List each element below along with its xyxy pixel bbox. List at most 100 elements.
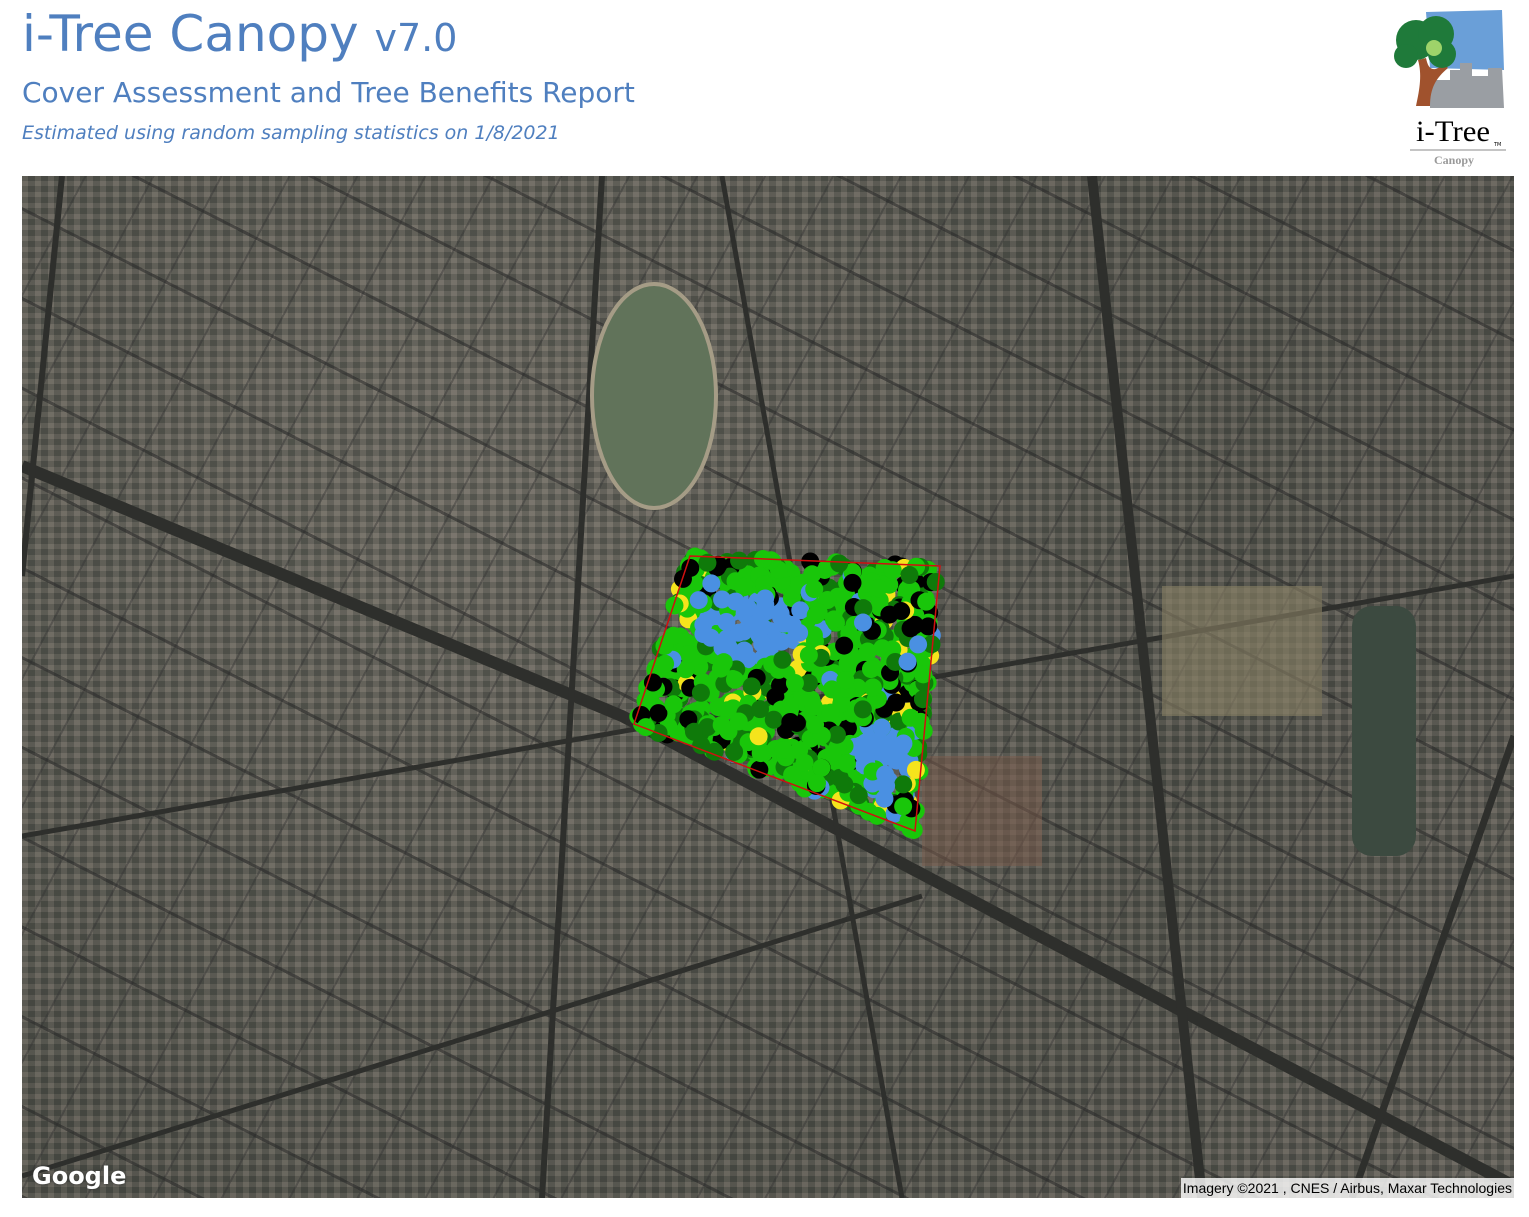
sample-point xyxy=(919,617,938,636)
sample-point xyxy=(898,652,917,671)
sample-point xyxy=(684,722,703,741)
sample-point xyxy=(849,786,868,805)
sample-point xyxy=(655,636,674,655)
sample-point xyxy=(694,625,713,644)
sample-point xyxy=(870,732,889,751)
sample-point xyxy=(913,690,932,709)
sample-point xyxy=(713,590,732,609)
sample-point xyxy=(892,602,911,621)
estimate-note: Estimated using random sampling statisti… xyxy=(22,122,560,144)
app-title: i-Tree Canopy v7.0 xyxy=(22,4,457,68)
map-overlay xyxy=(22,176,1514,1198)
sample-point xyxy=(914,665,933,684)
sample-point xyxy=(894,734,913,753)
sample-point xyxy=(718,701,737,720)
study-area-boundary[interactable] xyxy=(633,555,941,833)
sample-point xyxy=(894,775,913,794)
sample-point xyxy=(799,674,818,693)
sample-point xyxy=(726,592,745,611)
sample-point xyxy=(824,744,843,763)
sample-point xyxy=(714,653,733,672)
sample-point xyxy=(926,572,945,591)
sample-point xyxy=(781,712,800,731)
sample-point xyxy=(856,739,875,758)
sample-point xyxy=(717,612,736,631)
sample-point xyxy=(742,677,761,696)
sample-point xyxy=(821,703,840,722)
sample-point xyxy=(858,642,877,661)
sample-point xyxy=(748,613,767,632)
sample-point xyxy=(756,589,775,608)
sample-point xyxy=(735,641,754,660)
pond xyxy=(1352,606,1416,856)
sample-point xyxy=(827,725,846,744)
racecourse xyxy=(590,282,718,510)
sample-point xyxy=(636,718,655,737)
sample-point xyxy=(795,753,814,772)
sample-point xyxy=(689,591,708,610)
sample-point xyxy=(887,693,906,712)
sample-point xyxy=(698,718,717,737)
app-version: v7.0 xyxy=(374,16,458,60)
sample-point xyxy=(725,742,744,761)
map-attribution: Imagery ©2021 , CNES / Airbus, Maxar Tec… xyxy=(1180,1178,1514,1198)
sample-point xyxy=(909,635,928,654)
sample-point xyxy=(824,610,843,629)
sample-point xyxy=(854,599,873,618)
sample-point xyxy=(922,635,941,654)
sample-point xyxy=(643,673,662,692)
sample-point xyxy=(730,551,749,570)
sample-point xyxy=(804,697,823,716)
itree-canopy-logo: i-Tree TM Canopy xyxy=(1394,10,1506,167)
sample-point xyxy=(838,654,857,673)
sample-point xyxy=(681,558,700,577)
sample-point xyxy=(649,704,668,723)
sample-point xyxy=(806,715,825,734)
satellite-map[interactable]: Google Imagery ©2021 , CNES / Airbus, Ma… xyxy=(22,176,1514,1198)
sample-point xyxy=(803,565,822,584)
sample-point xyxy=(807,774,826,793)
sample-point xyxy=(691,683,710,702)
sample-point xyxy=(774,740,793,759)
sample-point xyxy=(917,592,936,611)
sample-point xyxy=(861,660,880,679)
sample-point xyxy=(664,695,683,714)
sample-point xyxy=(734,577,753,596)
sample-points xyxy=(629,547,945,839)
sample-point xyxy=(751,700,770,719)
sample-point xyxy=(665,596,684,615)
sample-point xyxy=(764,710,783,729)
sample-point xyxy=(656,654,675,673)
sample-point xyxy=(771,676,790,695)
sample-point xyxy=(806,606,825,625)
sample-point xyxy=(900,566,919,585)
sample-point xyxy=(830,768,849,787)
sample-point xyxy=(725,670,744,689)
sample-point xyxy=(713,638,732,657)
sample-point xyxy=(854,613,873,632)
sample-point xyxy=(894,797,913,816)
logo-wordmark: i-Tree xyxy=(1416,115,1490,148)
sample-point xyxy=(729,712,748,731)
sample-point xyxy=(812,758,831,777)
sample-point xyxy=(911,712,930,731)
sample-point xyxy=(886,751,905,770)
sample-point xyxy=(702,574,721,593)
sample-point xyxy=(773,650,792,669)
sample-point xyxy=(679,645,698,664)
sample-point xyxy=(836,671,855,690)
logo-product: Canopy xyxy=(1434,153,1474,167)
sample-point xyxy=(799,646,818,665)
sample-point xyxy=(835,636,854,655)
sample-point xyxy=(790,623,809,642)
sample-point xyxy=(837,754,856,773)
sample-point xyxy=(863,678,882,697)
logo-tm: TM xyxy=(1493,142,1501,148)
sample-point xyxy=(830,554,849,573)
sample-point xyxy=(805,580,824,599)
roof-block xyxy=(922,756,1042,866)
sample-point xyxy=(883,561,902,580)
sample-point xyxy=(869,579,888,598)
sample-point xyxy=(734,622,753,641)
app-name: i-Tree Canopy xyxy=(22,5,359,63)
